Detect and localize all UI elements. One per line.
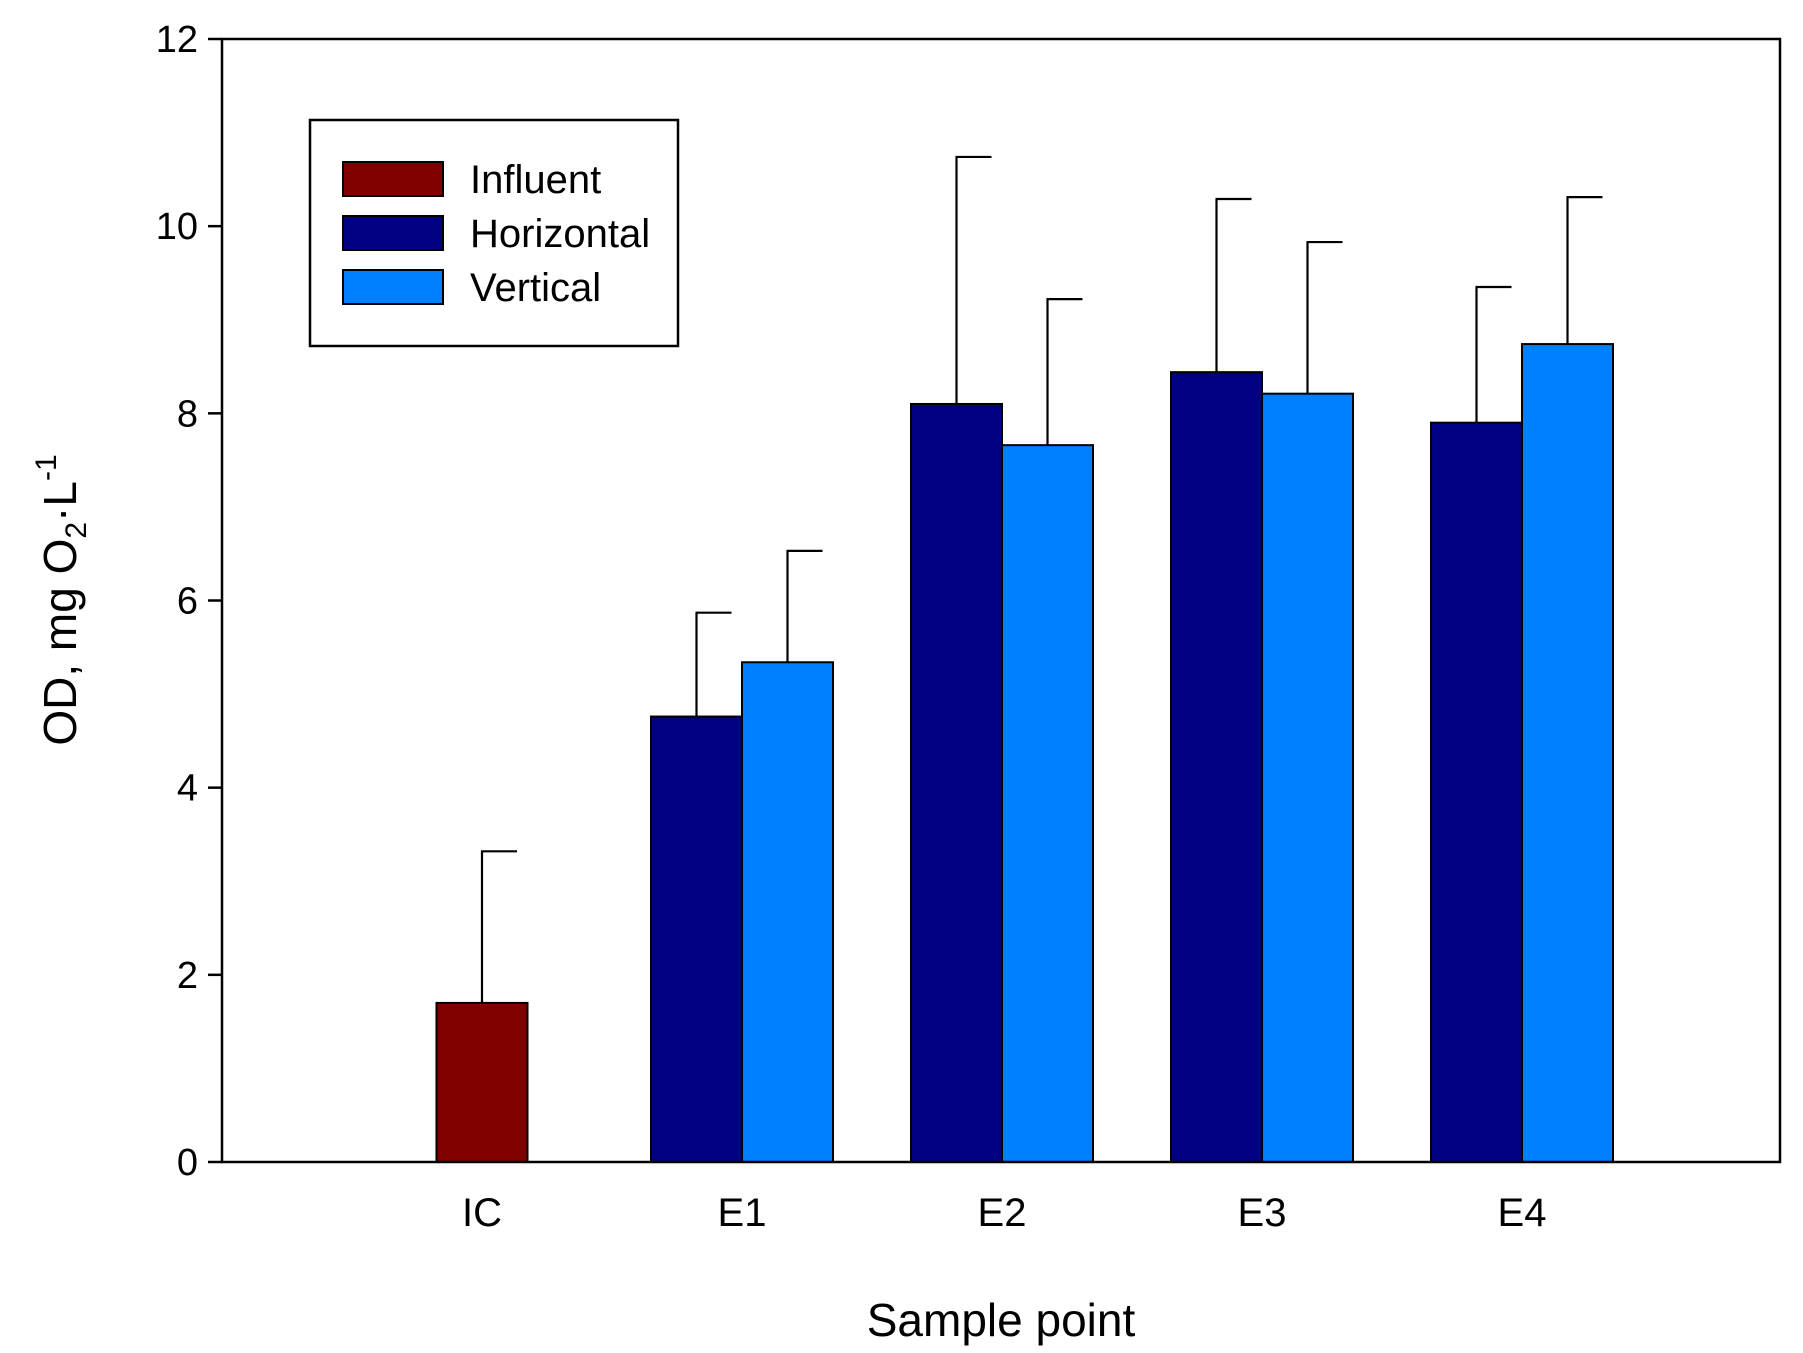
y-axis-title: OD, mg O2·L-1 — [30, 454, 93, 745]
x-tick-label: IC — [462, 1191, 502, 1235]
x-tick-label: E4 — [1498, 1191, 1547, 1235]
y-axis-title-superscript: -1 — [30, 454, 63, 481]
x-axis: IC E1 E2 E3 E4 — [462, 1191, 1546, 1235]
y-tick-label: 10 — [156, 206, 198, 248]
legend-swatch-influent — [342, 161, 444, 197]
bars-layer — [435, 343, 1614, 1164]
y-tick-label: 4 — [177, 768, 198, 810]
bar-horizontal-e3 — [1170, 371, 1263, 1163]
x-tick-label: E3 — [1238, 1191, 1287, 1235]
legend: Influent Horizontal Vertical — [308, 118, 680, 348]
y-tick-label: 8 — [177, 393, 198, 435]
legend-swatch-vertical — [342, 269, 444, 305]
bar-vertical-e4 — [1521, 343, 1614, 1163]
legend-label-horizontal: Horizontal — [470, 212, 650, 256]
bar-horizontal-e4 — [1430, 421, 1523, 1164]
x-tick-label: E2 — [978, 1191, 1027, 1235]
y-axis-title-subscript: 2 — [60, 522, 93, 539]
y-tick-label: 12 — [156, 19, 198, 61]
bar-horizontal-e2 — [910, 402, 1003, 1164]
y-tick-label: 2 — [177, 955, 198, 997]
y-axis-title-main: OD, mg O — [34, 539, 86, 746]
y-tick-label: 0 — [177, 1142, 198, 1184]
x-axis-title: Sample point — [867, 1294, 1136, 1346]
x-tick-label: E1 — [718, 1191, 767, 1235]
y-axis-title-mid: ·L — [34, 481, 86, 522]
legend-label-vertical: Vertical — [470, 266, 601, 310]
bar-vertical-e2 — [1001, 444, 1094, 1163]
legend-swatch-horizontal — [342, 215, 444, 251]
y-tick-label: 6 — [177, 581, 198, 623]
y-axis: 0 2 4 6 8 10 12 — [156, 19, 222, 1184]
bar-vertical-e3 — [1261, 392, 1354, 1163]
error-bars-layer — [480, 155, 1603, 1003]
bar-horizontal-e1 — [650, 715, 743, 1163]
legend-label-influent: Influent — [470, 158, 601, 202]
bar-influent-ic — [435, 1001, 529, 1163]
bar-vertical-e1 — [741, 661, 834, 1163]
